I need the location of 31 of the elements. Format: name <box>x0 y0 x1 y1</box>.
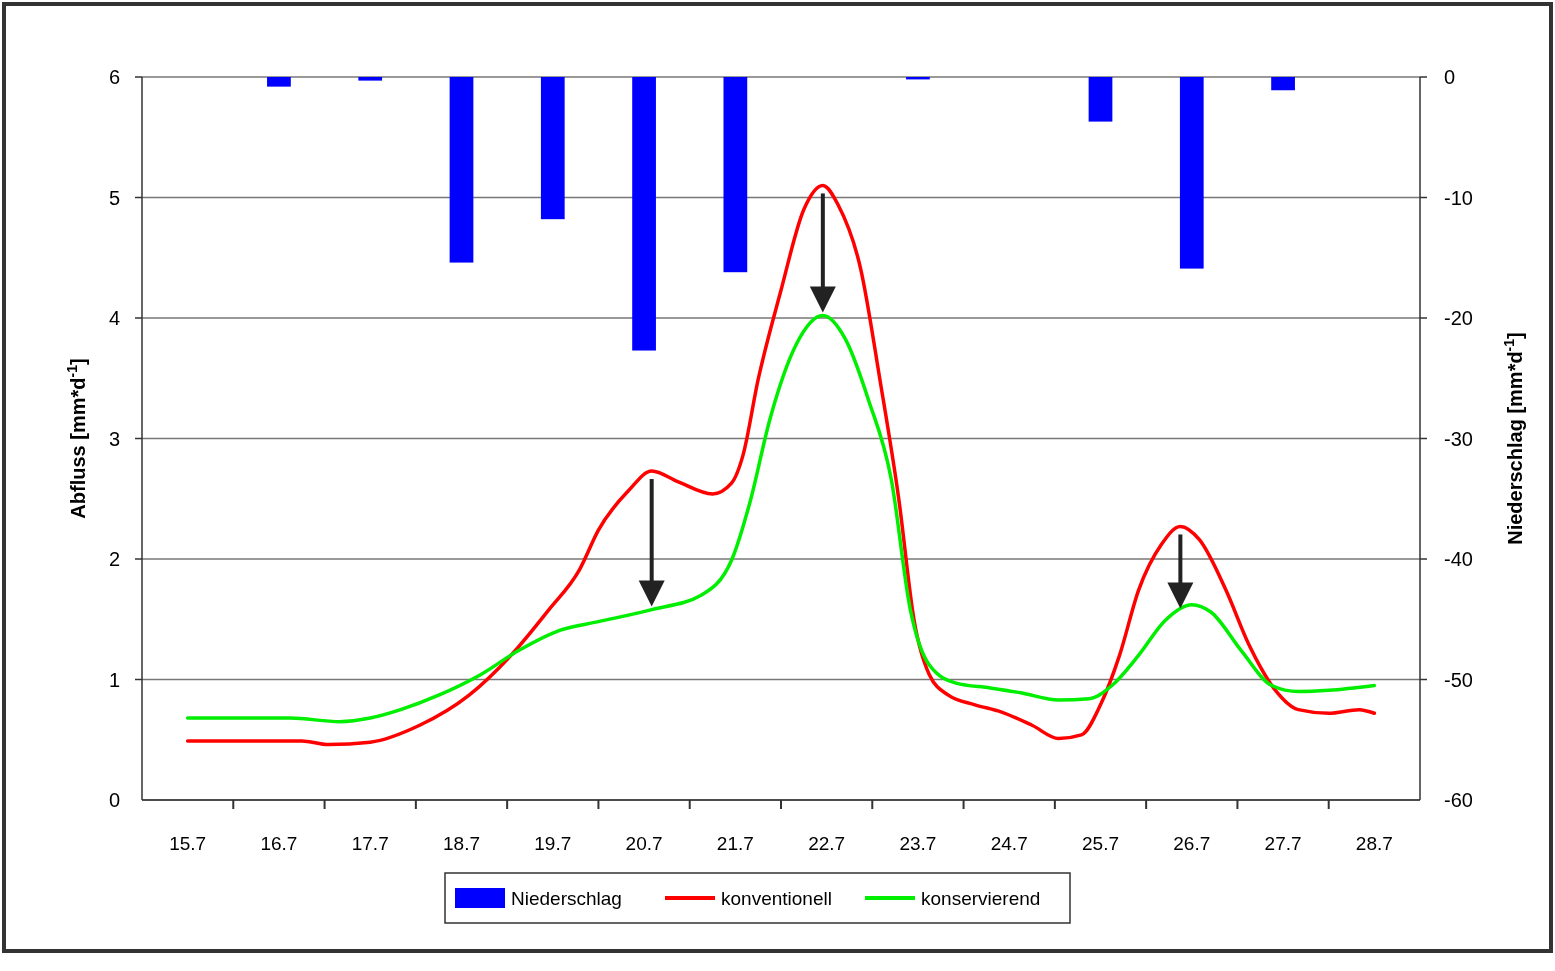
x-tick-label: 27.7 <box>1264 833 1302 854</box>
x-tick-label: 24.7 <box>990 833 1028 854</box>
y2-tick-label: 0 <box>1444 66 1456 88</box>
x-tick-label: 21.7 <box>716 833 754 854</box>
legend-label: konservierend <box>921 888 1041 909</box>
y-tick-label: 0 <box>108 789 120 811</box>
y2-tick-label: -20 <box>1444 307 1473 329</box>
x-tick-label: 26.7 <box>1173 833 1211 854</box>
x-tick-label: 25.7 <box>1082 833 1119 854</box>
y2-tick-label: -10 <box>1444 186 1473 209</box>
y-tick-label: 1 <box>108 668 120 691</box>
x-tick-label: 28.7 <box>1355 833 1393 854</box>
x-tick-label: 16.7 <box>260 833 298 854</box>
y-tick-label: 2 <box>108 548 120 570</box>
y-tick-label: 3 <box>108 427 120 450</box>
y2-tick-label: -30 <box>1444 427 1473 450</box>
legend-label: Niederschlag <box>511 888 622 909</box>
x-tick-label: 23.7 <box>899 833 937 854</box>
x-tick-label: 22.7 <box>808 833 846 854</box>
y-tick-label: 5 <box>108 186 120 209</box>
y2-tick-label: -50 <box>1444 668 1473 691</box>
x-tick-label: 17.7 <box>351 833 389 854</box>
x-tick-label: 20.7 <box>625 833 663 854</box>
x-tick-label: 19.7 <box>534 833 572 854</box>
y-tick-label: 4 <box>108 307 120 329</box>
x-tick-label: 15.7 <box>169 833 207 854</box>
y2-tick-label: -40 <box>1444 548 1473 570</box>
y-tick-label: 6 <box>108 66 120 88</box>
x-tick-label: 18.7 <box>443 833 480 854</box>
y2-tick-label: -60 <box>1444 789 1473 811</box>
legend-label: konventionell <box>721 888 832 909</box>
